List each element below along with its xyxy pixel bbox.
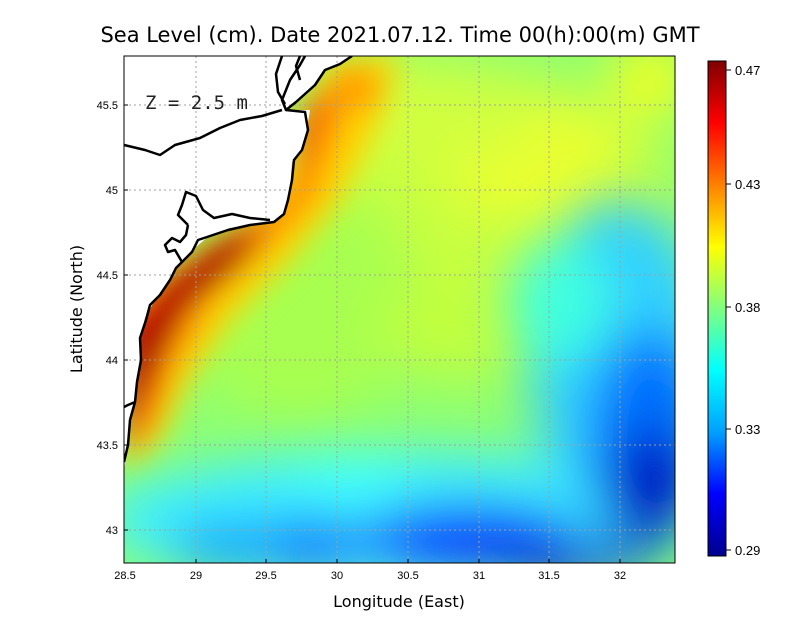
colorbar-tick-label: 0.38: [735, 300, 760, 315]
colorbar-tick-label: 0.33: [735, 422, 760, 437]
colorbar-tick-label: 0.29: [735, 543, 760, 558]
tick-marks: [124, 104, 621, 563]
x-tick-labels: 28.5 29 29.5 30 30.5 31 31.5 32: [114, 570, 626, 582]
y-tick-label: 45.5: [97, 100, 118, 112]
x-tick-label: 30: [331, 570, 343, 582]
land-area: [124, 56, 352, 470]
sea-level-field: [124, 56, 675, 563]
x-tick-label: 30.5: [397, 570, 418, 582]
x-tick-label: 32: [614, 570, 626, 582]
y-tick-label: 44.5: [97, 270, 118, 282]
colorbar-tick-marks: [726, 69, 731, 551]
colorbar-labels: 0.47 0.43 0.38 0.33 0.29: [735, 63, 760, 558]
y-tick-labels: 43 43.5 44 44.5 45 45.5: [97, 100, 118, 537]
x-axis-label: Longitude (East): [333, 592, 465, 611]
y-tick-label: 45: [106, 185, 118, 197]
map-title: Sea Level (cm). Date 2021.07.12. Time 00…: [100, 23, 699, 47]
colorbar-tick-label: 0.47: [735, 63, 760, 78]
grid-lines: [124, 56, 675, 563]
plot-frame: [123, 55, 676, 564]
depth-label: Z = 2.5 m: [145, 92, 248, 114]
x-tick-label: 29.5: [255, 570, 276, 582]
x-tick-label: 31.5: [538, 570, 559, 582]
x-tick-label: 31: [473, 570, 485, 582]
y-tick-label: 43.5: [97, 440, 118, 452]
colorbar-tick-label: 0.43: [735, 177, 760, 192]
x-tick-label: 29: [190, 570, 202, 582]
y-tick-label: 44: [106, 355, 118, 367]
coastline: [124, 56, 353, 463]
y-tick-label: 43: [106, 525, 118, 537]
y-axis-label: Latitude (North): [67, 245, 86, 373]
x-tick-label: 28.5: [114, 570, 135, 582]
colorbar: [707, 60, 727, 557]
